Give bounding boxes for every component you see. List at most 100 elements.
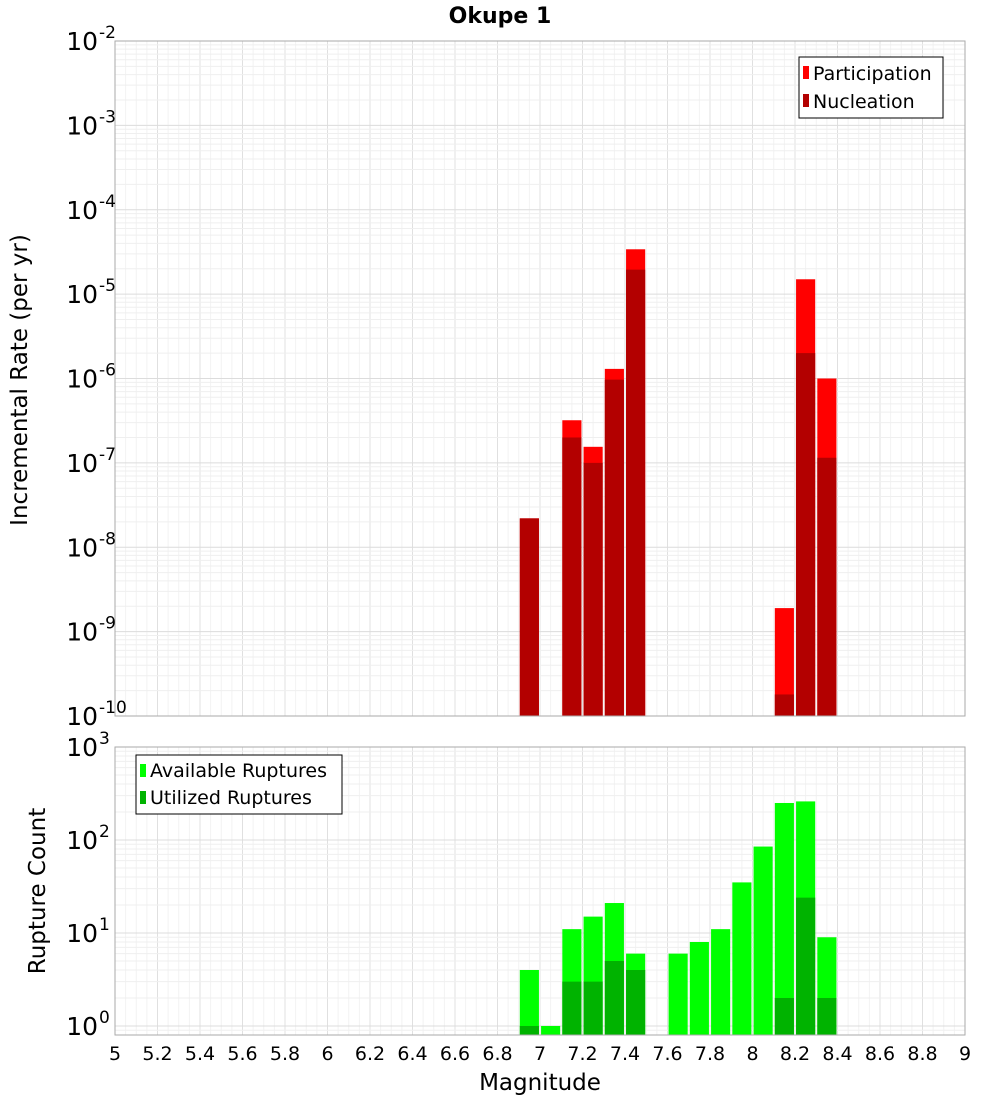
y-tick-base: 10 xyxy=(66,618,98,647)
y-tick-base: 10 xyxy=(66,111,98,140)
x-tick-label: 5.8 xyxy=(270,1043,300,1065)
y-tick-label: 10 -4 xyxy=(66,192,116,225)
top-plot-bars xyxy=(519,249,837,716)
legend-utilized-label: Utilized Ruptures xyxy=(150,787,312,809)
y-tick-exponent: -6 xyxy=(99,361,116,381)
bottom-legend-box xyxy=(135,754,343,815)
legend-available-label: Available Ruptures xyxy=(150,760,327,782)
y-tick-base: 10 xyxy=(66,533,98,562)
y-tick-label: 10 3 xyxy=(66,729,110,762)
top-y-axis-label: Incremental Rate (per yr) xyxy=(7,234,33,526)
x-ticks: 5 5.2 5.4 5.6 5.8 6 6.2 6.4 6.6 6.8 7 7.2 7.4 7.6 7.8 8… xyxy=(109,1043,971,1065)
y-tick-label: 10 0 xyxy=(66,1008,110,1041)
bar-available-ruptures xyxy=(732,882,752,1035)
x-tick-label: 8.4 xyxy=(822,1043,852,1065)
x-tick-label: 5.4 xyxy=(185,1043,215,1065)
y-tick-label: 10 -9 xyxy=(66,614,116,647)
bottom-legend: Available Ruptures Utilized Ruptures xyxy=(135,754,343,815)
y-tick-label: 10 -8 xyxy=(66,529,116,562)
y-tick-exponent: -2 xyxy=(99,23,116,43)
legend-utilized-swatch xyxy=(140,791,146,804)
bottom-plot-bars xyxy=(519,801,837,1035)
x-tick-label: 7.8 xyxy=(695,1043,725,1065)
y-tick-label: 10 -10 xyxy=(66,698,127,731)
y-tick-exponent: -4 xyxy=(99,192,116,212)
y-tick-base: 10 xyxy=(66,702,98,731)
chart-title: Okupe 1 xyxy=(449,4,552,29)
bar-utilized-ruptures xyxy=(817,997,837,1035)
y-tick-label: 10 -6 xyxy=(66,361,116,394)
bar-nucleation xyxy=(626,269,646,716)
y-tick-label: 10 -3 xyxy=(66,107,116,140)
y-tick-exponent: -5 xyxy=(99,276,116,296)
bar-available-ruptures xyxy=(711,929,731,1035)
bar-available-ruptures xyxy=(774,802,794,1035)
bar-utilized-ruptures xyxy=(774,997,794,1035)
bottom-y-axis-label: Rupture Count xyxy=(25,808,51,974)
top-plot-grid xyxy=(114,40,966,717)
top-y-ticks: 10-210-310-410-510-610-710-810-910-10 xyxy=(66,23,127,731)
bar-available-ruptures xyxy=(541,1025,561,1035)
x-axis-label: Magnitude xyxy=(479,1070,601,1096)
y-tick-exponent: 1 xyxy=(99,915,110,935)
y-tick-label: 10 -5 xyxy=(66,276,116,309)
bar-utilized-ruptures xyxy=(604,960,624,1035)
x-tick-label: 6 xyxy=(321,1043,333,1065)
y-tick-base: 10 xyxy=(66,27,98,56)
bar-available-ruptures xyxy=(668,953,688,1035)
x-tick-label: 8.8 xyxy=(907,1043,937,1065)
bar-participation xyxy=(774,608,794,716)
x-tick-label: 8.2 xyxy=(780,1043,810,1065)
y-tick-base: 10 xyxy=(66,919,98,948)
bar-nucleation xyxy=(817,457,837,716)
bar-nucleation xyxy=(562,437,582,716)
y-tick-label: 10 -7 xyxy=(66,445,116,478)
y-tick-exponent: 3 xyxy=(99,729,110,749)
bar-nucleation xyxy=(774,694,794,716)
bar-utilized-ruptures xyxy=(562,981,582,1035)
x-tick-label: 6.6 xyxy=(440,1043,470,1065)
bar-available-ruptures xyxy=(519,969,539,1035)
y-tick-base: 10 xyxy=(66,280,98,309)
bar-utilized-ruptures xyxy=(626,969,646,1035)
x-tick-label: 6.4 xyxy=(397,1043,427,1065)
bottom-plot-frame xyxy=(114,746,966,1036)
bar-available-ruptures xyxy=(753,846,773,1035)
x-tick-label: 5 xyxy=(109,1043,121,1065)
y-tick-base: 10 xyxy=(66,826,98,855)
y-tick-exponent: -10 xyxy=(99,698,127,718)
bar-nucleation xyxy=(583,462,603,716)
x-tick-label: 8 xyxy=(746,1043,758,1065)
y-tick-label: 10 -2 xyxy=(66,23,116,56)
y-tick-exponent: -7 xyxy=(99,445,116,465)
y-tick-exponent: 0 xyxy=(99,1008,110,1028)
bar-nucleation xyxy=(604,379,624,716)
x-tick-label: 7 xyxy=(534,1043,546,1065)
x-tick-label: 5.2 xyxy=(142,1043,172,1065)
legend-nucleation-swatch xyxy=(803,94,809,107)
legend-participation-swatch xyxy=(803,66,809,79)
y-tick-base: 10 xyxy=(66,196,98,225)
x-tick-label: 7.6 xyxy=(652,1043,682,1065)
legend-available-swatch xyxy=(140,764,146,777)
y-tick-label: 10 2 xyxy=(66,822,110,855)
y-tick-base: 10 xyxy=(66,365,98,394)
bar-utilized-ruptures xyxy=(796,897,816,1035)
x-tick-label: 8.6 xyxy=(865,1043,895,1065)
y-tick-exponent: -8 xyxy=(99,529,116,549)
y-tick-base: 10 xyxy=(66,449,98,478)
bar-nucleation xyxy=(796,353,816,716)
top-legend: Participation Nucleation xyxy=(798,56,944,119)
legend-nucleation-label: Nucleation xyxy=(813,91,915,113)
x-tick-label: 6.2 xyxy=(355,1043,385,1065)
x-tick-label: 7.2 xyxy=(567,1043,597,1065)
x-tick-label: 6.8 xyxy=(482,1043,512,1065)
x-tick-label: 9 xyxy=(959,1043,971,1065)
bar-utilized-ruptures xyxy=(519,1025,539,1035)
y-tick-base: 10 xyxy=(66,733,98,762)
bar-utilized-ruptures xyxy=(583,981,603,1035)
x-tick-label: 5.6 xyxy=(227,1043,257,1065)
x-tick-label: 7.4 xyxy=(610,1043,640,1065)
